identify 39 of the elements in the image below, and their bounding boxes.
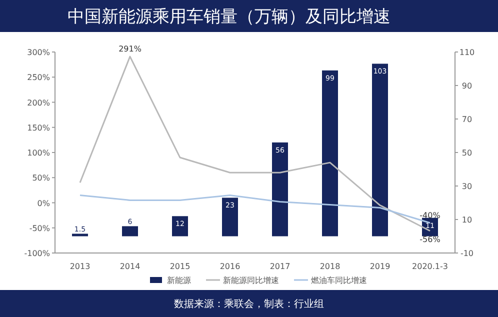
y-tick-label: 100% — [27, 148, 50, 158]
legend-label: 新能源同比增速 — [223, 276, 279, 285]
bar — [172, 216, 188, 236]
bar — [122, 226, 138, 236]
data-label: 291% — [118, 44, 142, 54]
y2-tick-label: 50 — [462, 148, 472, 158]
x-tick-label: 2020.1-3 — [412, 262, 448, 271]
y-tick-label: 50% — [32, 174, 50, 183]
y-tick-label: -100% — [24, 249, 50, 258]
y2-tick-label: 110 — [459, 48, 475, 57]
legend-label: 新能源 — [167, 276, 191, 285]
x-tick-label: 2014 — [120, 262, 140, 271]
x-tick-label: 2019 — [370, 262, 390, 271]
x-tick-label: 2015 — [170, 262, 190, 271]
data-label: -40% — [420, 210, 441, 220]
x-tick-label: 2016 — [220, 262, 240, 271]
y-tick-label: -50% — [29, 224, 50, 233]
y-tick-label: 200% — [27, 98, 50, 108]
chart-title: 中国新能源乘用车销量（万辆）及同比增速 — [68, 7, 390, 27]
source-note: 数据来源：乘联会，制表：行业组 — [174, 298, 324, 310]
y2-tick-label: 30 — [462, 182, 472, 191]
x-tick-label: 2018 — [320, 262, 340, 271]
y2-tick-label: 90 — [462, 82, 472, 90]
bar — [372, 64, 388, 236]
x-tick-label: 2013 — [70, 262, 90, 271]
y-tick-label: 300% — [27, 48, 50, 57]
bar — [322, 70, 338, 236]
y-tick-label: 0% — [37, 198, 50, 208]
y2-tick-label: -10 — [460, 249, 474, 258]
bar — [272, 142, 288, 236]
y-tick-label: 150% — [27, 123, 50, 132]
data-label: -56% — [420, 234, 441, 244]
legend-label: 燃油车同比增速 — [311, 276, 367, 285]
bar — [72, 234, 88, 236]
y2-tick-label: 10 — [462, 216, 472, 224]
bar — [222, 198, 238, 236]
y-tick-label: 250% — [27, 73, 50, 82]
y2-tick-label: 70 — [462, 115, 472, 124]
x-tick-label: 2017 — [270, 262, 290, 271]
